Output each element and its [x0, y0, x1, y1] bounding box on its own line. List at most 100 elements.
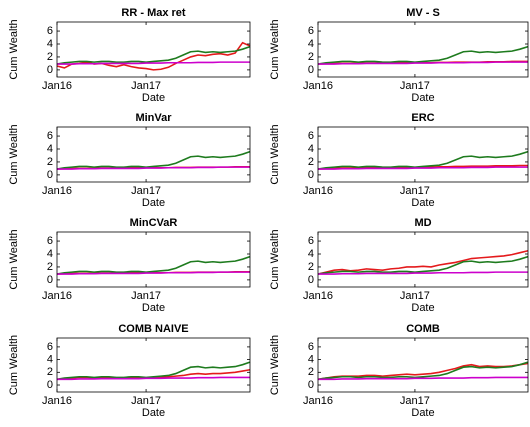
series-line — [56, 45, 251, 65]
x-tick-label: Jan17 — [400, 185, 430, 197]
x-axis-label: Date — [411, 407, 434, 419]
y-tick-label: 6 — [47, 25, 53, 37]
series-line — [57, 271, 250, 275]
series-line — [56, 150, 251, 170]
axes-box — [317, 337, 529, 393]
x-tick-label: Jan16 — [42, 290, 72, 302]
x-tick-label: Jan17 — [400, 80, 430, 92]
series-line — [57, 376, 250, 381]
y-axis-label: Cum Wealth — [8, 229, 20, 289]
y-tick-label: 4 — [47, 248, 53, 260]
y-axis-label: Cum Wealth — [8, 19, 20, 79]
x-axis-label: Date — [142, 92, 165, 104]
x-axis-label: Date — [142, 407, 165, 419]
x-tick-label: Jan16 — [42, 185, 72, 197]
plot-area — [317, 150, 529, 170]
y-tick-label: 2 — [47, 156, 53, 168]
axes-box — [317, 231, 529, 288]
y-tick-label: 6 — [47, 341, 53, 353]
y-axis-label: Cum Wealth — [269, 19, 281, 79]
y-tick-label: 6 — [308, 130, 314, 142]
x-tick-label: Jan16 — [42, 395, 72, 407]
chart-title: MinCVaR — [130, 217, 178, 229]
y-tick-label: 2 — [47, 51, 53, 63]
y-tick-label: 0 — [47, 379, 53, 391]
series-line — [57, 61, 250, 65]
x-tick-label: Jan17 — [400, 290, 430, 302]
series-line — [318, 271, 528, 275]
x-tick-label: Jan17 — [131, 395, 161, 407]
x-axis-label: Date — [411, 302, 434, 314]
y-tick-label: 6 — [308, 25, 314, 37]
x-axis-label: Date — [411, 92, 434, 104]
plot-area — [56, 41, 251, 71]
x-tick-label: Jan17 — [400, 395, 430, 407]
y-tick-label: 0 — [308, 169, 314, 181]
y-axis-label: Cum Wealth — [8, 124, 20, 184]
y-tick-label: 2 — [47, 261, 53, 273]
y-tick-label: 2 — [308, 156, 314, 168]
y-tick-label: 4 — [308, 248, 314, 260]
plot-area — [56, 150, 251, 170]
x-tick-label: Jan16 — [303, 290, 333, 302]
axes-box — [317, 126, 529, 183]
plot-area — [56, 255, 251, 275]
y-tick-label: 6 — [308, 235, 314, 247]
y-tick-label: 0 — [308, 274, 314, 286]
y-tick-label: 6 — [47, 130, 53, 142]
axes-box — [56, 337, 251, 393]
y-tick-label: 0 — [47, 64, 53, 76]
y-tick-label: 0 — [47, 274, 53, 286]
y-axis-label: Cum Wealth — [8, 335, 20, 395]
chart-title: MD — [414, 217, 431, 229]
chart-title: ERC — [411, 112, 434, 124]
axes-box — [317, 21, 529, 78]
y-tick-label: 6 — [308, 341, 314, 353]
plot-area — [317, 249, 529, 275]
x-tick-label: Jan16 — [303, 395, 333, 407]
chart-title: MV - S — [406, 7, 440, 19]
y-tick-label: 4 — [308, 38, 314, 50]
x-tick-label: Jan16 — [42, 80, 72, 92]
plot-area — [317, 45, 529, 65]
series-line — [317, 150, 529, 170]
axes-box — [56, 21, 251, 78]
axes-box — [56, 126, 251, 183]
y-tick-label: 2 — [308, 366, 314, 378]
chart-title: RR - Max ret — [121, 7, 186, 19]
y-tick-label: 2 — [308, 51, 314, 63]
x-tick-label: Jan17 — [131, 185, 161, 197]
y-tick-label: 2 — [308, 261, 314, 273]
series-line — [317, 255, 529, 275]
x-axis-label: Date — [142, 197, 165, 209]
y-axis-label: Cum Wealth — [269, 124, 281, 184]
x-tick-label: Jan17 — [131, 290, 161, 302]
x-tick-label: Jan17 — [131, 80, 161, 92]
y-tick-label: 4 — [47, 38, 53, 50]
y-tick-label: 4 — [308, 143, 314, 155]
series-line — [318, 61, 528, 65]
axes-box — [56, 231, 251, 288]
y-tick-label: 4 — [308, 354, 314, 366]
series-line — [318, 166, 528, 170]
plot-area — [56, 361, 251, 381]
y-axis-label: Cum Wealth — [269, 335, 281, 395]
y-tick-label: 4 — [47, 354, 53, 366]
series-line — [56, 41, 251, 71]
series-line — [317, 361, 529, 381]
y-tick-label: 2 — [47, 366, 53, 378]
series-line — [317, 249, 529, 275]
chart-title: MinVar — [135, 112, 172, 124]
series-line — [318, 376, 528, 381]
x-axis-label: Date — [142, 302, 165, 314]
y-tick-label: 0 — [308, 379, 314, 391]
series-line — [56, 361, 251, 381]
y-axis-label: Cum Wealth — [269, 229, 281, 289]
series-line — [57, 166, 250, 170]
series-line — [317, 362, 529, 381]
y-tick-label: 0 — [47, 169, 53, 181]
y-tick-label: 4 — [47, 143, 53, 155]
chart-title: COMB — [406, 323, 440, 335]
chart-title: COMB NAIVE — [118, 323, 188, 335]
